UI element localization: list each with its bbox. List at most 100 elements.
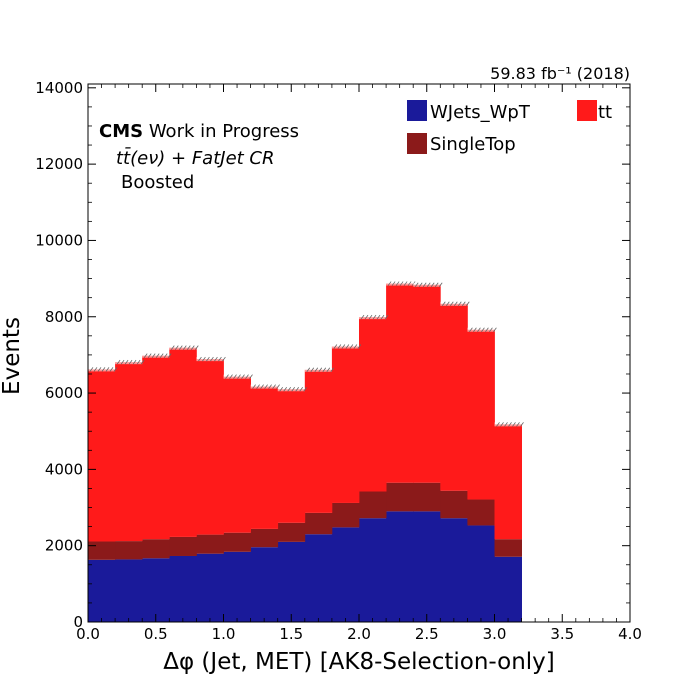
cms-label: CMS Work in Progress — [99, 121, 299, 142]
bar-tt-1 — [115, 362, 143, 542]
hatch-band-5 — [223, 374, 253, 379]
bar-wjets-wpt-0 — [88, 559, 116, 622]
hatch-band-1 — [115, 359, 145, 365]
bar-tt-5 — [223, 376, 251, 533]
legend-label-tt: tt — [598, 102, 612, 123]
uncertainty-hatches — [88, 281, 524, 427]
bar-tt-9 — [331, 346, 360, 503]
hatch-band-4 — [196, 356, 226, 362]
x-axis-ticks: 0.0 0.5 1.0 1.5 2.0 2.5 3.0 3.5 4.0 — [76, 84, 642, 643]
hatch-band-15 — [494, 422, 524, 427]
bar-singletop-3 — [169, 536, 197, 556]
cms-bold: CMS — [99, 121, 143, 142]
bar-wjets-wpt-1 — [115, 559, 143, 622]
bar-tt-15 — [494, 424, 522, 540]
legend: WJets_WpT tt SingleTop — [407, 100, 612, 155]
y-axis-label: Events — [0, 317, 25, 395]
hatch-band-13 — [440, 301, 470, 307]
bar-tt-2 — [142, 355, 170, 540]
legend-label-singletop: SingleTop — [430, 134, 516, 155]
bar-singletop-12 — [413, 482, 441, 512]
y-tick-label: 12000 — [35, 155, 83, 173]
x-tick-label: 1.0 — [212, 625, 236, 643]
x-axis-label: Δφ (Jet, MET) [AK8-Selection-only] — [163, 649, 555, 675]
legend-swatch-singletop — [407, 133, 427, 154]
bar-tt-4 — [196, 359, 224, 535]
bar-tt-3 — [169, 347, 197, 537]
bar-wjets-wpt-5 — [223, 551, 251, 622]
y-tick-label: 10000 — [35, 231, 83, 249]
bar-singletop-0 — [88, 541, 116, 560]
y-tick-label: 4000 — [45, 460, 83, 478]
bar-wjets-wpt-2 — [142, 558, 170, 622]
y-tick-label: 6000 — [45, 384, 83, 402]
histogram-bars — [88, 283, 522, 622]
bar-tt-11 — [386, 283, 414, 483]
channel-label: tt̄(eν) + FatJet CR — [116, 147, 275, 169]
hatch-band-8 — [304, 367, 335, 373]
bar-tt-7 — [277, 389, 306, 523]
bar-tt-13 — [440, 303, 468, 491]
y-tick-label: 14000 — [35, 79, 83, 97]
bar-wjets-wpt-13 — [440, 518, 468, 622]
hatch-band-9 — [331, 344, 362, 349]
y-tick-label: 2000 — [45, 537, 83, 555]
bar-wjets-wpt-8 — [304, 534, 333, 622]
bar-singletop-10 — [359, 491, 387, 519]
bar-wjets-wpt-3 — [169, 555, 197, 622]
x-tick-label: 0.5 — [144, 625, 168, 643]
x-tick-label: 4.0 — [618, 625, 642, 643]
bar-tt-12 — [413, 284, 441, 483]
hatch-band-6 — [250, 384, 280, 389]
bar-singletop-6 — [250, 528, 279, 548]
hatch-band-12 — [413, 282, 443, 287]
bar-singletop-7 — [277, 522, 306, 542]
bar-wjets-wpt-11 — [386, 511, 414, 622]
hatch-band-3 — [169, 345, 199, 350]
bar-singletop-9 — [331, 502, 360, 528]
bar-tt-6 — [250, 386, 279, 529]
x-tick-label: 3.0 — [483, 625, 507, 643]
bar-singletop-5 — [223, 532, 251, 552]
bar-tt-8 — [304, 369, 333, 513]
legend-swatch-wjets — [407, 100, 427, 121]
x-tick-label: 2.0 — [347, 625, 371, 643]
region-label: Boosted — [121, 172, 194, 193]
bar-wjets-wpt-10 — [359, 518, 387, 622]
hatch-band-0 — [88, 367, 118, 372]
x-tick-label: 1.5 — [279, 625, 303, 643]
hatch-band-14 — [467, 327, 497, 332]
bar-wjets-wpt-7 — [277, 541, 306, 622]
bar-singletop-11 — [386, 482, 414, 512]
bar-singletop-1 — [115, 541, 143, 560]
bar-tt-0 — [88, 369, 116, 542]
y-tick-label: 0 — [73, 613, 83, 631]
y-tick-label: 8000 — [45, 308, 83, 326]
x-tick-label: 0.0 — [76, 625, 100, 643]
bar-singletop-14 — [467, 499, 495, 526]
bar-singletop-8 — [304, 512, 333, 535]
hatch-band-7 — [277, 387, 308, 392]
hatch-band-2 — [142, 353, 172, 358]
x-tick-label: 2.5 — [415, 625, 439, 643]
legend-label-wjets: WJets_WpT — [430, 102, 531, 123]
bar-wjets-wpt-12 — [413, 511, 441, 622]
bar-tt-14 — [467, 329, 495, 500]
hatch-band-11 — [386, 281, 416, 286]
hatch-band-10 — [359, 314, 389, 320]
bar-tt-10 — [359, 317, 387, 492]
legend-swatch-tt — [577, 100, 597, 121]
bar-wjets-wpt-15 — [494, 556, 522, 622]
bar-singletop-13 — [440, 490, 468, 519]
bar-wjets-wpt-9 — [331, 527, 360, 622]
bar-singletop-4 — [196, 534, 224, 554]
bar-singletop-15 — [494, 539, 522, 557]
bar-wjets-wpt-14 — [467, 525, 495, 622]
cms-subtitle: Work in Progress — [143, 121, 299, 142]
x-tick-label: 3.5 — [550, 625, 574, 643]
y-axis-ticks: 0 2000 4000 6000 8000 10000 12000 14000 — [35, 79, 630, 631]
bar-singletop-2 — [142, 539, 170, 559]
bar-wjets-wpt-6 — [250, 547, 279, 622]
lumi-label: 59.83 fb⁻¹ (2018) — [490, 64, 630, 83]
